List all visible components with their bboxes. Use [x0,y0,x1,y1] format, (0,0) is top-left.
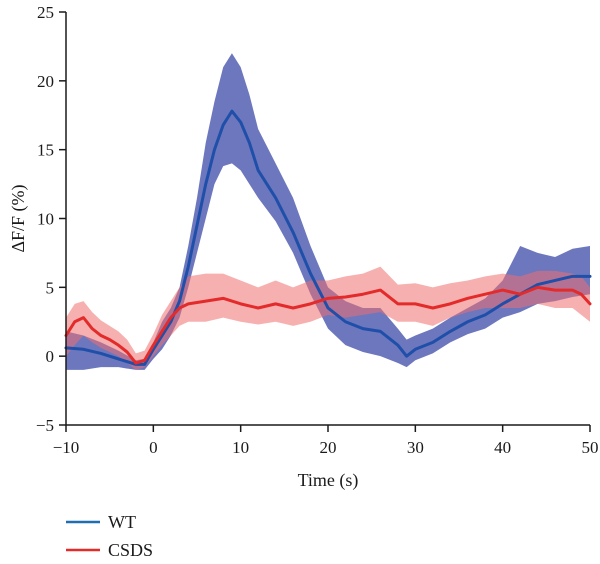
x-tick-label: 20 [320,438,337,457]
band-csds [66,266,590,370]
y-tick-label: 20 [37,72,54,91]
x-tick-label: −10 [53,438,80,457]
legend: WT CSDS [66,512,153,560]
series-line-csds [64,285,592,365]
legend-label-wt: WT [108,512,136,532]
y-tick-label: 5 [46,278,55,297]
series-line-wt [64,109,592,366]
band-wt [66,53,590,370]
legend-label-csds: CSDS [108,540,153,560]
ticks: −5 0 5 10 15 20 25 −10 0 10 20 30 40 50 [36,3,599,457]
y-tick-label: 25 [37,3,54,22]
y-tick-label: 15 [37,141,54,160]
x-tick-label: 0 [149,438,158,457]
series-lines [64,109,592,366]
y-tick-label: 10 [37,210,54,229]
y-tick-label: 0 [46,347,55,366]
x-tick-label: 30 [407,438,424,457]
x-tick-label: 40 [494,438,511,457]
x-axis-title: Time (s) [298,470,359,491]
y-tick-label: −5 [36,416,54,435]
x-tick-label: 50 [582,438,599,457]
y-axis-title: ΔF/F (%) [8,184,29,252]
confidence-bands [66,53,590,370]
x-tick-label: 10 [232,438,249,457]
